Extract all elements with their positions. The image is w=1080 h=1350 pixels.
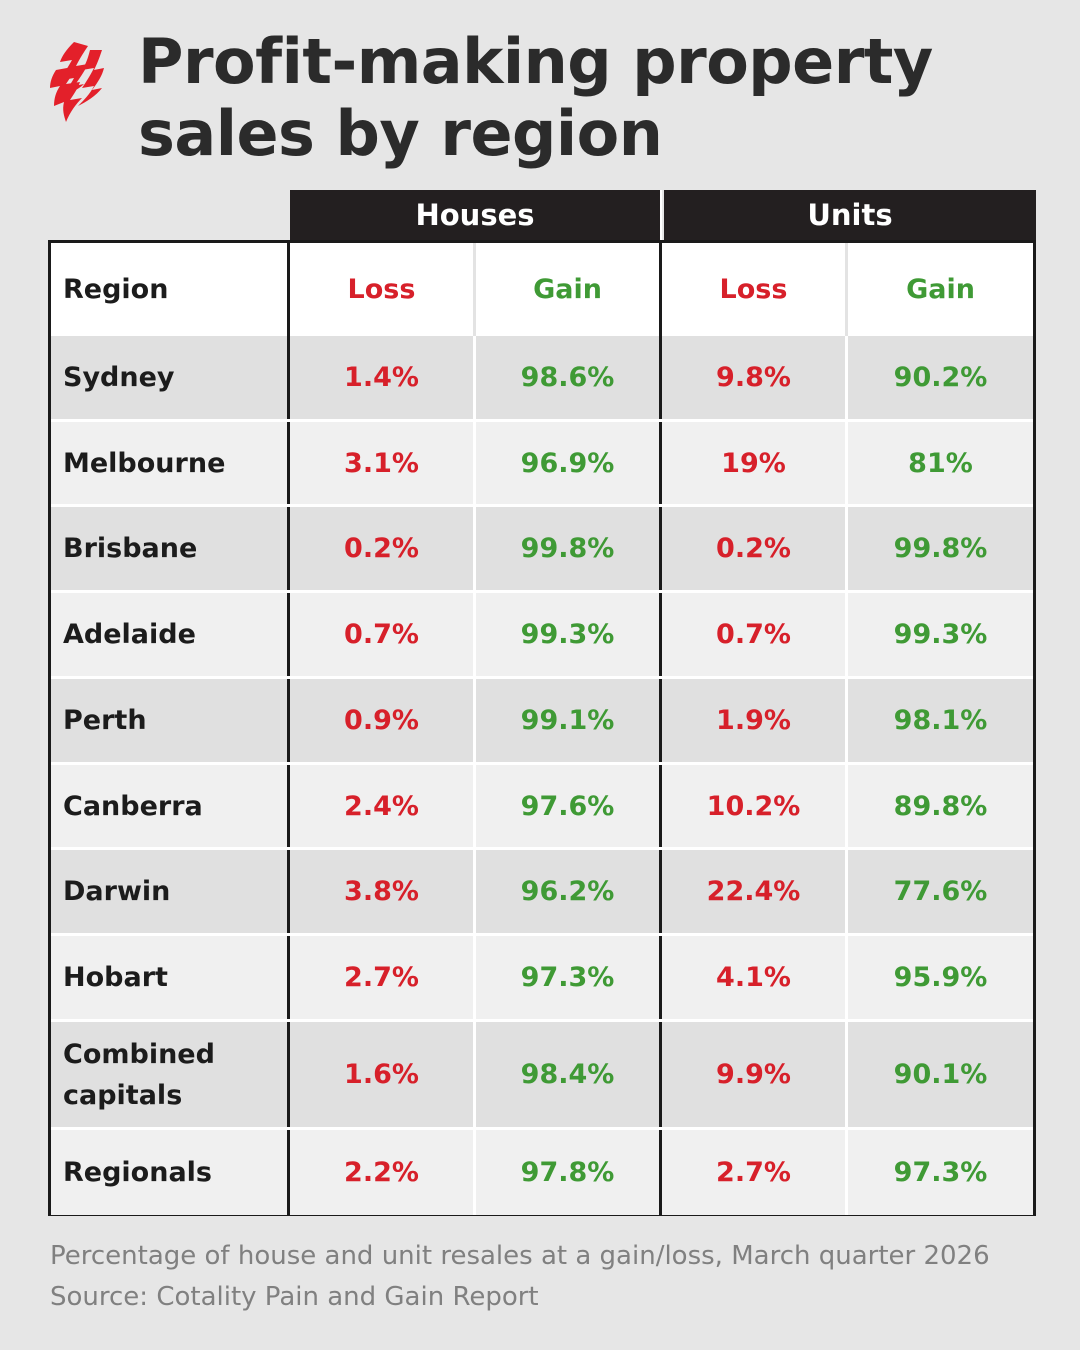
- column-header-houses-loss: Loss: [290, 243, 476, 336]
- houses-loss-cell: 2.2%: [290, 1130, 476, 1215]
- houses-loss-cell: 3.8%: [290, 850, 476, 933]
- table-row: Hobart 2.7% 97.3% 4.1% 95.9%: [51, 936, 1033, 1022]
- units-gain-cell: 97.3%: [893, 1157, 988, 1188]
- houses-gain-cell: 97.6%: [476, 765, 662, 847]
- houses-loss-cell: 0.7%: [290, 593, 476, 676]
- column-header-houses-gain: Gain: [476, 243, 662, 336]
- page-title: Profit-making property sales by region: [138, 26, 1038, 170]
- houses-gain-cell: 98.6%: [476, 336, 662, 419]
- houses-gain-cell: 99.3%: [476, 593, 662, 676]
- houses-gain-cell: 97.8%: [476, 1130, 662, 1215]
- units-gain-cell: 89.8%: [893, 790, 988, 822]
- units-loss-cell: 22.4%: [662, 850, 848, 933]
- region-cell: Sydney: [51, 336, 290, 419]
- units-gain-cell: 90.1%: [893, 1059, 988, 1090]
- caption-source: Source: Cotality Pain and Gain Report: [50, 1282, 539, 1312]
- table-row: Sydney 1.4% 98.6% 9.8% 90.2%: [51, 336, 1033, 422]
- houses-gain-cell: 96.2%: [476, 850, 662, 933]
- region-cell: Melbourne: [51, 422, 290, 504]
- units-loss-cell: 10.2%: [662, 765, 848, 847]
- table-row: Regionals 2.2% 97.8% 2.7% 97.3%: [51, 1130, 1033, 1215]
- units-gain-cell: 99.8%: [893, 533, 988, 564]
- table-row: Darwin 3.8% 96.2% 22.4% 77.6%: [51, 850, 1033, 936]
- units-gain-cell: 81%: [908, 447, 973, 479]
- units-loss-cell: 1.9%: [662, 679, 848, 762]
- units-loss-cell: 19%: [662, 422, 848, 504]
- houses-gain-cell: 99.8%: [476, 507, 662, 590]
- region-cell: Hobart: [51, 936, 290, 1019]
- units-loss-cell: 2.7%: [662, 1130, 848, 1215]
- region-cell: Combined capitals: [51, 1022, 290, 1127]
- units-gain-cell: 90.2%: [893, 362, 988, 393]
- region-cell: Brisbane: [51, 507, 290, 590]
- houses-gain-cell: 98.4%: [476, 1022, 662, 1127]
- units-loss-cell: 0.2%: [662, 507, 848, 590]
- region-cell: Regionals: [51, 1130, 290, 1215]
- houses-loss-cell: 0.9%: [290, 679, 476, 762]
- table-row: Brisbane 0.2% 99.8% 0.2% 99.8%: [51, 507, 1033, 593]
- table-row: Melbourne 3.1% 96.9% 19% 81%: [51, 422, 1033, 507]
- houses-group-header: Houses: [290, 190, 662, 240]
- region-cell: Perth: [51, 679, 290, 762]
- houses-loss-cell: 0.2%: [290, 507, 476, 590]
- region-table: Region Loss Gain Loss Gain Sydney 1.4% 98.…: [48, 240, 1036, 1216]
- table-row: Combined capitals 1.6% 98.4% 9.9% 90.1%: [51, 1022, 1033, 1130]
- column-header-units-gain: Gain: [906, 274, 975, 305]
- units-gain-cell: 95.9%: [893, 962, 988, 993]
- houses-loss-cell: 2.7%: [290, 936, 476, 1019]
- units-gain-cell: 99.3%: [893, 619, 988, 650]
- houses-gain-cell: 96.9%: [476, 422, 662, 504]
- table-header-row: Region Loss Gain Loss Gain: [51, 243, 1033, 339]
- houses-loss-cell: 2.4%: [290, 765, 476, 847]
- region-cell: Adelaide: [51, 593, 290, 676]
- houses-gain-cell: 99.1%: [476, 679, 662, 762]
- houses-loss-cell: 1.6%: [290, 1022, 476, 1127]
- table-row: Canberra 2.4% 97.6% 10.2% 89.8%: [51, 765, 1033, 850]
- table-row: Perth 0.9% 99.1% 1.9% 98.1%: [51, 679, 1033, 765]
- sbs-logo-icon: [50, 42, 104, 122]
- region-cell: Canberra: [51, 765, 290, 847]
- units-group-header: Units: [664, 190, 1036, 240]
- houses-gain-cell: 97.3%: [476, 936, 662, 1019]
- caption: Percentage of house and unit resales at …: [50, 1236, 1050, 1318]
- column-header-region: Region: [51, 243, 290, 336]
- units-gain-cell: 98.1%: [893, 705, 988, 736]
- houses-loss-cell: 1.4%: [290, 336, 476, 419]
- region-cell: Darwin: [51, 850, 290, 933]
- title-line-1: Profit-making property: [138, 25, 933, 98]
- table-row: Adelaide 0.7% 99.3% 0.7% 99.3%: [51, 593, 1033, 679]
- units-loss-cell: 4.1%: [662, 936, 848, 1019]
- houses-loss-cell: 3.1%: [290, 422, 476, 504]
- units-loss-cell: 9.8%: [662, 336, 848, 419]
- units-loss-cell: 0.7%: [662, 593, 848, 676]
- caption-description: Percentage of house and unit resales at …: [50, 1241, 990, 1271]
- units-loss-cell: 9.9%: [662, 1022, 848, 1127]
- title-line-2: sales by region: [138, 97, 663, 170]
- units-gain-cell: 77.6%: [893, 876, 988, 907]
- column-header-units-loss: Loss: [662, 243, 848, 336]
